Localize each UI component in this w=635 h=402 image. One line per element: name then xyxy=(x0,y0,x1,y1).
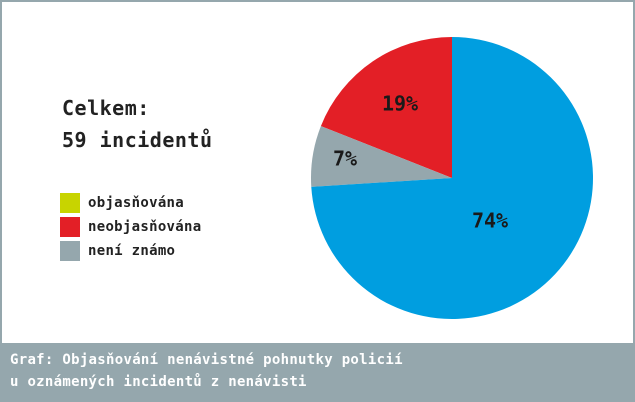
legend-item-neni-znamo: není známo xyxy=(60,239,201,262)
legend-item-objasnovana: objasňována xyxy=(60,191,201,214)
legend-swatch xyxy=(60,192,80,213)
total-label: Celkem: xyxy=(62,96,150,120)
caption-line-1: Graf: Objasňování nenávistné pohnutky po… xyxy=(10,352,403,368)
legend-swatch xyxy=(60,240,80,261)
total-value: 59 incidentů xyxy=(62,128,213,152)
legend-item-neobjasnovana: neobjasňována xyxy=(60,215,201,238)
chart-caption: Graf: Objasňování nenávistné pohnutky po… xyxy=(0,343,635,402)
pie-slice-label: 74% xyxy=(472,209,508,233)
chart-legend: objasňována neobjasňována není známo xyxy=(60,191,201,263)
pie-slice-label: 7% xyxy=(333,147,357,171)
caption-line-2: u oznámených incidentů z nenávisti xyxy=(10,374,307,390)
pie-slice xyxy=(311,126,452,187)
legend-label: objasňována xyxy=(88,194,185,211)
pie-slice xyxy=(320,37,452,178)
pie-slice xyxy=(311,37,593,319)
legend-label: není známo xyxy=(88,242,176,259)
total-incidents-text: Celkem: 59 incidentů xyxy=(62,92,213,156)
pie-slice-label: 19% xyxy=(382,92,418,116)
legend-swatch xyxy=(60,216,80,237)
legend-label: neobjasňována xyxy=(88,218,202,235)
